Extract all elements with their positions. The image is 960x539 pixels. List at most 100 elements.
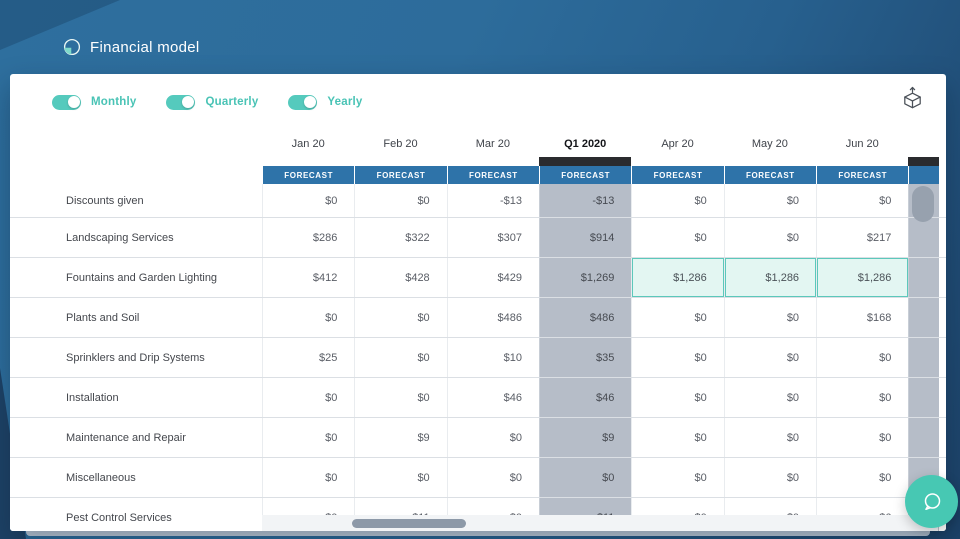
column-header: Jun 20 xyxy=(845,137,879,150)
table-cell[interactable] xyxy=(908,338,939,377)
table-cell[interactable]: $9 xyxy=(354,418,446,457)
toggle-label: Quarterly xyxy=(205,96,259,108)
vertical-scrollbar-thumb[interactable] xyxy=(912,186,934,222)
table-cell[interactable]: $486 xyxy=(539,298,632,337)
table-row: Landscaping Services $286 $322 $307 $914 $0 $0… xyxy=(10,217,946,257)
table-cell[interactable]: $0 xyxy=(816,458,908,497)
row-label: Fountains and Garden Lighting xyxy=(66,271,218,284)
table-cell[interactable]: $1,286 xyxy=(723,258,817,297)
column-header: Jan 20 xyxy=(291,137,325,150)
table-cell[interactable]: $0 xyxy=(446,418,539,457)
chat-button[interactable] xyxy=(905,475,958,528)
table-cell[interactable]: $1,269 xyxy=(539,258,632,297)
switch-knob xyxy=(181,96,194,108)
table-cell[interactable]: $0 xyxy=(723,338,816,377)
table-cell[interactable]: -$13 xyxy=(446,184,539,217)
column-header: Feb 20 xyxy=(383,137,418,150)
table-cell[interactable]: $429 xyxy=(446,258,539,297)
table-cell[interactable]: $0 xyxy=(262,418,354,457)
table-cell[interactable]: $0 xyxy=(631,458,723,497)
pie-chart-icon xyxy=(63,38,81,56)
horizontal-scrollbar-thumb[interactable] xyxy=(352,519,466,528)
table-cell[interactable] xyxy=(908,418,939,457)
table-cell[interactable]: $0 xyxy=(723,218,816,257)
table-cell[interactable]: $0 xyxy=(723,184,816,217)
table-cell[interactable] xyxy=(908,218,939,257)
table-cell[interactable]: $0 xyxy=(354,458,446,497)
toggle-monthly[interactable]: Monthly xyxy=(52,94,136,110)
chat-bubble-icon xyxy=(920,490,944,514)
table-cell[interactable]: $0 xyxy=(723,298,816,337)
table-cell[interactable]: $0 xyxy=(631,418,723,457)
table-row: Sprinklers and Drip Systems $25 $0 $10 $35 $0… xyxy=(10,337,946,377)
quarterly-switch[interactable] xyxy=(166,94,196,110)
financial-model-card: Monthly Quarterly Yearly Jan 20 Feb 20 Mar… xyxy=(10,74,946,531)
table-cell[interactable]: $0 xyxy=(631,218,723,257)
table-cell[interactable]: $486 xyxy=(446,298,539,337)
table-cell[interactable]: $168 xyxy=(816,298,908,337)
table-cell[interactable]: $0 xyxy=(816,418,908,457)
table-cell[interactable]: $0 xyxy=(354,184,446,217)
monthly-switch[interactable] xyxy=(52,94,81,110)
table-cell[interactable] xyxy=(908,258,939,297)
table-cell[interactable]: $1,286 xyxy=(631,258,724,297)
forecast-spacer xyxy=(10,166,262,184)
table-cell[interactable]: $0 xyxy=(723,378,816,417)
table-cell[interactable]: $0 xyxy=(816,378,908,417)
table-cell[interactable]: $217 xyxy=(816,218,908,257)
export-cube-icon[interactable] xyxy=(898,84,926,112)
table-cell[interactable]: $0 xyxy=(354,378,446,417)
spacer xyxy=(724,157,816,166)
table-cell[interactable]: $914 xyxy=(539,218,632,257)
column-header-spacer xyxy=(10,130,262,157)
table-cell[interactable]: $10 xyxy=(446,338,539,377)
row-label: Sprinklers and Drip Systems xyxy=(66,351,205,364)
table-row: Miscellaneous $0 $0 $0 $0 $0 $0 $0 xyxy=(10,457,946,497)
table-cell[interactable]: $46 xyxy=(446,378,539,417)
table-cell[interactable]: $0 xyxy=(631,378,723,417)
table-cell[interactable]: $0 xyxy=(354,298,446,337)
table-cell[interactable]: $0 xyxy=(262,458,354,497)
table-cell[interactable]: $322 xyxy=(354,218,446,257)
table-cell[interactable] xyxy=(908,298,939,337)
column-header: Mar 20 xyxy=(475,137,510,150)
table-cell[interactable]: $0 xyxy=(723,458,816,497)
column-header: Apr 20 xyxy=(661,137,694,150)
table-cell[interactable]: $0 xyxy=(631,298,723,337)
forecast-subheader: FORECAST xyxy=(446,166,540,184)
table-cell[interactable]: $412 xyxy=(262,258,354,297)
table-cell[interactable]: $286 xyxy=(262,218,354,257)
table-cell[interactable]: $0 xyxy=(539,458,632,497)
row-label: Maintenance and Repair xyxy=(66,431,186,444)
table-cell[interactable]: $0 xyxy=(262,184,354,217)
table-cell[interactable]: $0 xyxy=(262,378,354,417)
table-cell[interactable]: $0 xyxy=(816,184,908,217)
toggle-yearly[interactable]: Yearly xyxy=(288,94,362,110)
table-cell[interactable]: $0 xyxy=(723,418,816,457)
table-cell[interactable]: $0 xyxy=(631,184,723,217)
toggle-quarterly[interactable]: Quarterly xyxy=(166,94,259,110)
row-label: Plants and Soil xyxy=(66,311,140,324)
table-cell[interactable]: $0 xyxy=(816,338,908,377)
spacer xyxy=(10,157,262,166)
spacer xyxy=(816,157,908,166)
row-label: Miscellaneous xyxy=(66,471,136,484)
table-cell[interactable]: $0 xyxy=(631,338,723,377)
table-cell[interactable]: $0 xyxy=(262,298,354,337)
row-label: Discounts given xyxy=(66,194,144,207)
table-cell[interactable]: $9 xyxy=(539,418,632,457)
table-cell[interactable]: -$13 xyxy=(539,184,632,217)
yearly-switch[interactable] xyxy=(288,94,318,110)
forecast-subheader xyxy=(908,166,939,184)
column-header xyxy=(908,130,938,157)
table-cell[interactable]: $35 xyxy=(539,338,632,377)
table-cell[interactable]: $25 xyxy=(262,338,354,377)
table-row: Maintenance and Repair $0 $9 $0 $9 $0 $0 $0 xyxy=(10,417,946,457)
table-cell[interactable]: $307 xyxy=(446,218,539,257)
table-cell[interactable] xyxy=(908,378,939,417)
table-cell[interactable]: $0 xyxy=(446,458,539,497)
table-cell[interactable]: $1,286 xyxy=(816,258,909,297)
table-cell[interactable]: $0 xyxy=(354,338,446,377)
table-cell[interactable]: $428 xyxy=(354,258,446,297)
table-cell[interactable]: $46 xyxy=(539,378,632,417)
